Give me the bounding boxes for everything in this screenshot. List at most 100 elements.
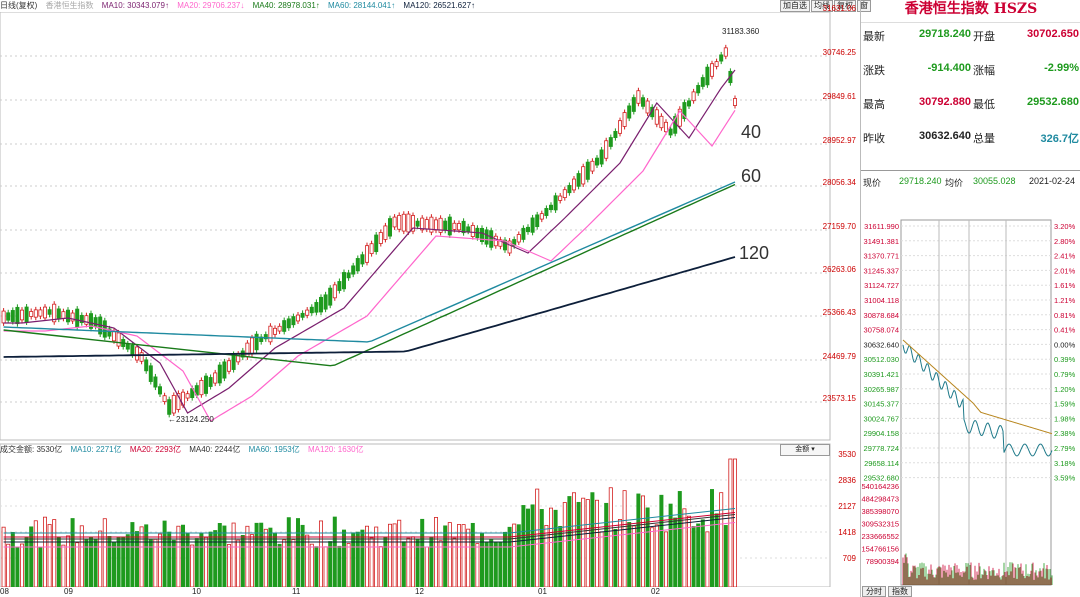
ma120-tag: 120 [739, 243, 770, 263]
volume-bar [167, 531, 172, 587]
candle-body [203, 375, 208, 394]
volume-bar [222, 525, 227, 587]
volume-bar [567, 496, 572, 587]
candle-body [176, 393, 181, 410]
candle-body [682, 102, 687, 120]
candle-body [415, 220, 420, 227]
quote-row: 昨收 30632.640 总量 326.7亿 [861, 130, 1080, 164]
candle-body [222, 361, 227, 379]
volume-bar [240, 535, 245, 587]
intraday-price-tick: 30758.074 [864, 326, 899, 335]
candle-body [433, 219, 438, 231]
price-frame [0, 12, 831, 441]
ma10-line [3, 69, 736, 414]
volume-bar [484, 542, 489, 587]
volume-bar [112, 542, 117, 587]
intraday-frame [900, 219, 1052, 586]
volume-bar [631, 525, 636, 587]
low-price-label: ←23124.250 [168, 415, 214, 424]
vol-ma120-line [3, 522, 736, 548]
candle-body [341, 272, 346, 290]
candle-body [429, 216, 434, 233]
ma-settings-button[interactable]: 均线 [811, 0, 833, 12]
intraday-pct-tick: 0.41% [1054, 326, 1076, 335]
candle-body [208, 377, 213, 387]
volume-bar [332, 516, 337, 587]
volume-bar [562, 502, 567, 587]
volume-bar [424, 546, 429, 587]
candle-body [332, 284, 337, 299]
ma20-legend: MA20: 29706.237↓ [177, 1, 245, 10]
candle-body [277, 325, 282, 332]
candle-body [153, 376, 158, 388]
volume-bar [410, 536, 415, 587]
adjust-button[interactable]: 复权 [834, 0, 856, 12]
volume-bar [323, 546, 328, 587]
y-tick: 28056.34 [822, 178, 856, 187]
volume-bar [502, 531, 507, 587]
intraday-price-tick: 31004.118 [864, 296, 899, 305]
candle-body [539, 213, 544, 220]
candle-body [447, 216, 452, 236]
kline-chart[interactable] [0, 12, 858, 587]
intraday-price-tick: 31124.727 [864, 281, 899, 290]
candle-body [659, 115, 664, 129]
intraday-price-tick: 29904.158 [864, 429, 899, 438]
add-watchlist-button[interactable]: 加自选 [780, 0, 810, 12]
candle-body [733, 98, 738, 106]
x-tick: 10 [192, 587, 201, 596]
volume-bar [397, 519, 402, 587]
candle-body [93, 317, 98, 327]
volume-bar [558, 525, 563, 587]
candle-body [374, 234, 379, 253]
tab-index[interactable]: 指数 [888, 586, 912, 597]
candle-body [599, 149, 604, 165]
ma40-line [3, 183, 736, 367]
candle-body [263, 334, 268, 340]
candle-body [479, 227, 484, 243]
candle-body [723, 47, 728, 57]
volume-bar [687, 515, 692, 587]
volume-bar [360, 529, 365, 587]
intraday-price-tick: 30265.987 [864, 385, 899, 394]
candle-body [572, 178, 577, 191]
candle-body [387, 218, 392, 237]
intraday-pct-tick: 0.39% [1054, 355, 1076, 364]
volume-bar [102, 518, 107, 587]
volume-bar [608, 487, 613, 587]
volume-bar [636, 493, 641, 587]
candle-body [420, 217, 425, 231]
intraday-chart[interactable]: 31611.990 31491.381 31370.771 31245.337 3112… [861, 190, 1080, 588]
candle-body [567, 185, 572, 194]
candle-body [323, 294, 328, 310]
x-tick: 08 [0, 587, 9, 596]
ma60-legend: MA60: 28144.041↑ [328, 1, 396, 10]
candle-body [502, 239, 507, 251]
volume-bar [595, 499, 600, 587]
row-label: 昨收 [863, 133, 885, 145]
candle-body [535, 214, 540, 228]
volume-bar [369, 537, 374, 587]
volume-bar [153, 538, 158, 587]
candle-body [84, 315, 89, 325]
candle-body [360, 254, 365, 265]
price-axis: 31631.06 30746.25 29849.61 28952.97 2805… [823, 0, 858, 440]
candle-body [410, 215, 415, 232]
row-label: 总量 [973, 133, 995, 145]
volume-legend: 成交金额: 3530亿 MA10: 2271亿 MA20: 2293亿 MA40… [0, 444, 370, 456]
intraday-price-tick: 29532.680 [864, 474, 899, 483]
bottom-tabs: 分时 指数 [862, 586, 912, 597]
candle-body [167, 399, 172, 415]
volume-bar [121, 536, 126, 587]
intraday-price-tick: 30145.377 [864, 400, 899, 409]
volume-bar [300, 524, 305, 587]
candle-body [516, 234, 521, 243]
tab-timeshare[interactable]: 分时 [862, 586, 886, 597]
volume-bar [144, 524, 149, 587]
vol-ma60: MA60: 1953亿 [248, 445, 300, 454]
y-tick: 28952.97 [822, 136, 856, 145]
volume-type-dropdown[interactable]: 金额 ▾ [780, 444, 830, 456]
candle-body [10, 310, 15, 322]
volume-bar [305, 534, 310, 587]
candle-body [300, 312, 305, 318]
